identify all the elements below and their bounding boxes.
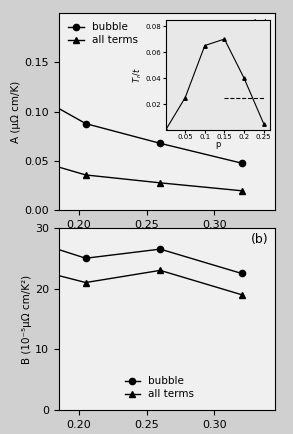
Line: bubble: bubble [8,240,245,316]
Y-axis label: A (μΩ cm/K): A (μΩ cm/K) [11,81,21,143]
all terms [84,280,87,285]
bubble [159,247,162,252]
bubble [84,121,87,126]
bubble [84,256,87,261]
X-axis label: p: p [215,140,220,149]
bubble [37,240,40,246]
all terms [84,172,87,178]
all terms [240,292,243,297]
bubble [9,310,13,316]
bubble [9,35,13,40]
all terms [159,268,162,273]
all terms [37,158,40,164]
all terms [159,180,162,185]
bubble [240,271,243,276]
all terms [240,188,243,194]
all terms [9,131,13,136]
X-axis label: p: p [163,236,171,249]
Text: (a): (a) [251,19,269,32]
Y-axis label: B (10⁻⁵μΩ cm/K²): B (10⁻⁵μΩ cm/K²) [22,274,32,364]
Legend: bubble, all terms: bubble, all terms [68,22,138,45]
Line: all terms: all terms [8,130,245,194]
Text: (b): (b) [251,233,269,247]
Y-axis label: $T_r/t$: $T_r/t$ [132,67,144,83]
bubble [240,161,243,166]
bubble [159,141,162,146]
bubble [37,94,40,99]
Line: all terms: all terms [8,267,245,319]
Legend: bubble, all terms: bubble, all terms [125,376,195,399]
all terms [37,268,40,273]
Line: bubble: bubble [8,35,245,166]
all terms [9,313,13,319]
